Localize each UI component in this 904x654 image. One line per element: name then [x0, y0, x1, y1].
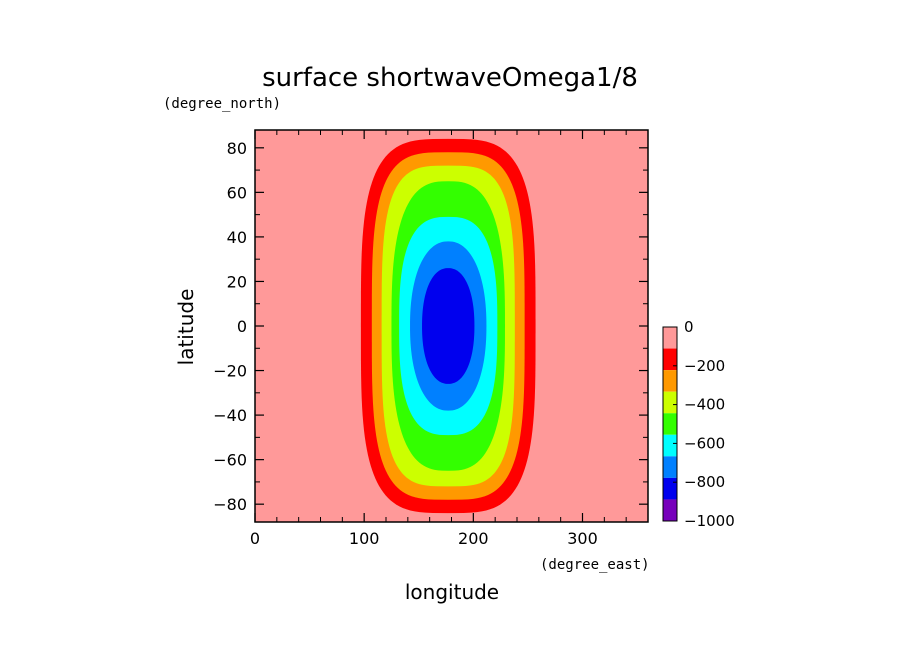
- colorbar-tick-label: −600: [684, 434, 725, 452]
- x-tick-label: 200: [458, 529, 489, 548]
- colorbar-swatch: [663, 413, 677, 435]
- colorbar-swatch: [663, 391, 677, 414]
- y-tick-label: −40: [213, 406, 247, 425]
- x-tick-label: 100: [349, 529, 380, 548]
- colorbar-tick-label: −1000: [684, 512, 735, 530]
- y-tick-label: 20: [227, 272, 247, 291]
- chart-title: surface shortwaveOmega1/8: [262, 63, 638, 93]
- y-tick-label: 40: [227, 228, 247, 247]
- x-tick-label: 0: [250, 529, 260, 548]
- x-axis-title: longitude: [405, 580, 499, 604]
- y-axis-units: (degree_north): [163, 96, 281, 112]
- colorbar-swatch: [663, 370, 677, 392]
- y-tick-label: 80: [227, 139, 247, 158]
- colorbar-swatch: [663, 348, 677, 371]
- colorbar-swatch: [663, 327, 677, 349]
- colorbar-swatch: [663, 477, 677, 500]
- contour-plot: [255, 130, 648, 522]
- colorbar-swatch: [663, 499, 677, 521]
- y-tick-label: −60: [213, 451, 247, 470]
- colorbar-tick-label: −400: [684, 396, 725, 414]
- colorbar-swatch: [663, 434, 677, 457]
- colorbar-tick-label: 0: [684, 318, 694, 336]
- x-axis-units: (degree_east): [540, 557, 650, 573]
- y-tick-label: −80: [213, 495, 247, 514]
- y-tick-label: 0: [237, 317, 247, 336]
- y-axis-title: latitude: [174, 289, 198, 366]
- colorbar-frame: [662, 326, 678, 522]
- colorbar-swatch: [663, 456, 677, 478]
- colorbar-tick-label: −800: [684, 473, 725, 491]
- colorbar-tick-label: −200: [684, 357, 725, 375]
- x-tick-label: 300: [567, 529, 598, 548]
- colorbar: 0 −200 −400 −600 −800 −1000: [662, 318, 735, 530]
- y-tick-label: −20: [213, 362, 247, 381]
- y-tick-label: 60: [227, 183, 247, 202]
- contour-region-7: [422, 268, 475, 384]
